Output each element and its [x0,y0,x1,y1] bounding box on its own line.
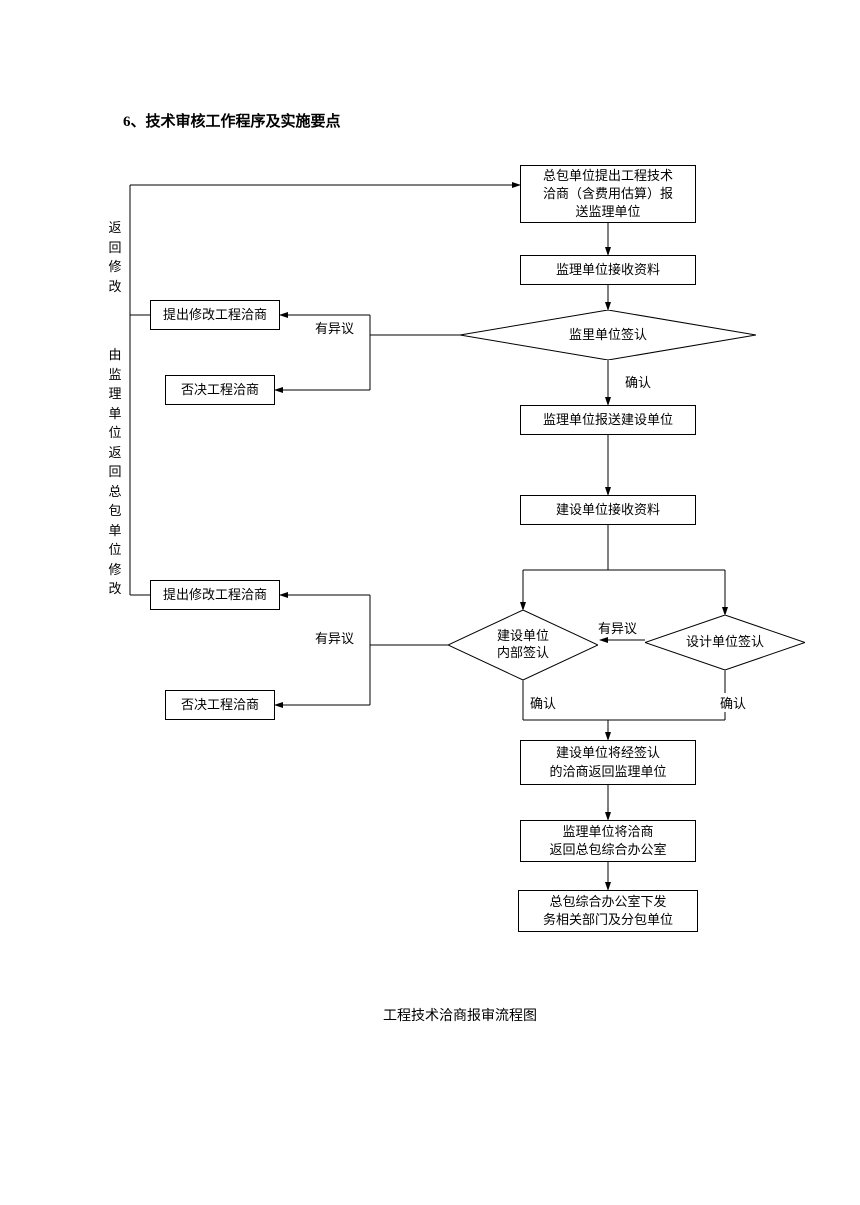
section-heading: 6、技术审核工作程序及实施要点 [123,110,341,131]
node-n2: 监理单位接收资料 [520,255,696,285]
node-n1: 总包单位提出工程技术洽商（含费用估算）报送监理单位 [520,165,696,223]
figure-caption: 工程技术洽商报审流程图 [360,1005,560,1025]
edge-label-confirm-1: 确认 [625,372,651,391]
node-n5: 建设单位将经签认的洽商返回监理单位 [520,740,696,785]
edge-label-objection-3: 有异议 [598,618,637,637]
decision-d1-label: 监里单位签认 [460,310,756,360]
decision-d1: 监里单位签认 [460,310,756,360]
edge-label-objection-1: 有异议 [315,318,354,337]
node-l3: 提出修改工程洽商 [150,580,280,610]
decision-d2-label: 建设单位内部签认 [448,610,598,680]
edge-label-confirm-2: 确认 [530,693,556,712]
decision-d3: 设计单位签认 [645,615,805,670]
decision-d2: 建设单位内部签认 [448,610,598,680]
decision-d3-label: 设计单位签认 [645,615,805,670]
node-l2: 否决工程洽商 [165,375,275,405]
edge-label-objection-2: 有异议 [315,628,354,647]
node-l1: 提出修改工程洽商 [150,300,280,330]
node-n6: 监理单位将洽商返回总包综合办公室 [520,820,696,862]
edge-label-return-2: 由监理单位返回总包单位修改 [108,345,122,599]
edge-label-return-1: 返回修改 [108,218,122,296]
node-n4: 建设单位接收资料 [520,495,696,525]
node-l4: 否决工程洽商 [165,690,275,720]
node-n7: 总包综合办公室下发务相关部门及分包单位 [518,890,698,932]
node-n3: 监理单位报送建设单位 [520,405,696,435]
edge-label-confirm-3: 确认 [720,693,746,712]
